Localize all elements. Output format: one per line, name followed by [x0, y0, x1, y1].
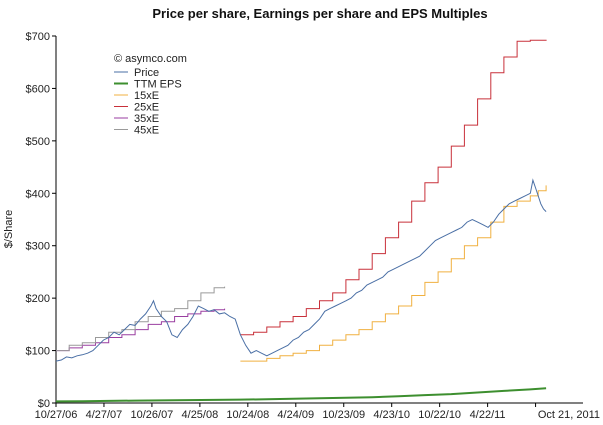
series-line-ttm-eps [55, 387, 547, 403]
y-tick-label: $400 [26, 188, 50, 200]
legend-label: 15xE [134, 90, 159, 102]
y-tick-label: $100 [26, 346, 50, 358]
x-tick-label: 4/27/07 [86, 409, 123, 421]
series-line-price [55, 178, 547, 362]
y-tick-label: $600 [26, 83, 50, 95]
x-tick-label: 10/24/08 [226, 409, 269, 421]
y-tick-label: $700 [26, 31, 50, 43]
y-axis-label: $/Share [3, 210, 15, 249]
x-axis-ticks: 10/27/06 4/27/07 10/26/07 4/25/08 10/24/08 4/… [35, 403, 600, 421]
series-line-45xe [56, 286, 226, 352]
legend-label: 25xE [134, 102, 159, 114]
x-tick-label: Oct 21, 2011 [538, 409, 600, 421]
legend-label: Price [134, 67, 159, 79]
x-tick-label: 10/22/10 [418, 409, 461, 421]
y-tick-label: $0 [38, 398, 50, 410]
y-tick-label: $500 [26, 136, 50, 148]
copyright-text: © asymco.com [114, 53, 187, 65]
chart-title: Price per share, Earnings per share and … [152, 6, 487, 21]
x-tick-label: 10/26/07 [130, 409, 173, 421]
series-line-15xe [240, 185, 547, 362]
legend-label: 45xE [134, 125, 159, 137]
y-tick-label: $300 [26, 241, 50, 253]
y-axis-ticks: $0 $100 $200 $300 $400 $500 $600 $700 [26, 31, 56, 410]
x-tick-label: 10/23/09 [322, 409, 365, 421]
x-tick-label: 4/23/10 [373, 409, 410, 421]
x-tick-label: 4/25/08 [182, 409, 219, 421]
series-line-35xe [56, 308, 226, 352]
series-layer [55, 39, 547, 403]
y-tick-label: $200 [26, 293, 50, 305]
legend-label: TTM EPS [134, 79, 182, 91]
x-tick-label: 4/22/11 [470, 409, 506, 421]
legend-label: 35xE [134, 113, 159, 125]
x-tick-label: 4/24/09 [277, 409, 314, 421]
series-line-25xe [240, 39, 547, 336]
x-tick-label: 10/27/06 [35, 409, 78, 421]
